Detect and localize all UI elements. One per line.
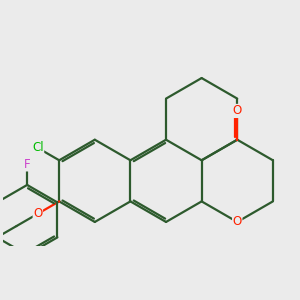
- Text: O: O: [232, 215, 242, 229]
- Text: O: O: [33, 207, 43, 220]
- Text: F: F: [24, 158, 31, 171]
- Text: Cl: Cl: [32, 141, 44, 154]
- Text: O: O: [232, 104, 242, 117]
